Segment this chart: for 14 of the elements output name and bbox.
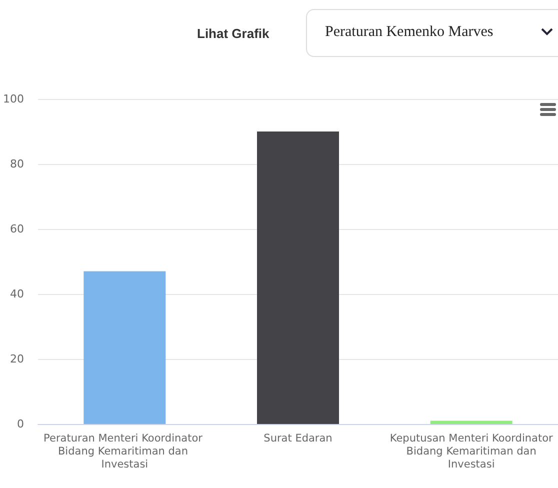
y-tick-label: 0 — [17, 418, 24, 430]
bar — [257, 132, 339, 424]
y-tick-label: 60 — [10, 222, 24, 236]
y-tick-label: 100 — [3, 92, 24, 106]
bar — [430, 420, 512, 424]
x-tick-label: Surat Edaran — [264, 432, 332, 444]
y-tick-label: 40 — [10, 288, 24, 300]
x-tick-label: Peraturan Menteri Koordinator Bidang Kemaritiman dan Investasi — [44, 432, 206, 470]
x-tick-label: Keputusan Menteri Koordinator Bidang Kemaritiman dan Investasi — [390, 432, 554, 470]
text: Lihat Grafik — [197, 26, 270, 41]
y-tick-label: 20 — [10, 352, 24, 366]
bar — [84, 271, 166, 424]
text: Peraturan Kemenko Marves — [325, 24, 494, 41]
y-tick-label: 80 — [10, 158, 24, 170]
